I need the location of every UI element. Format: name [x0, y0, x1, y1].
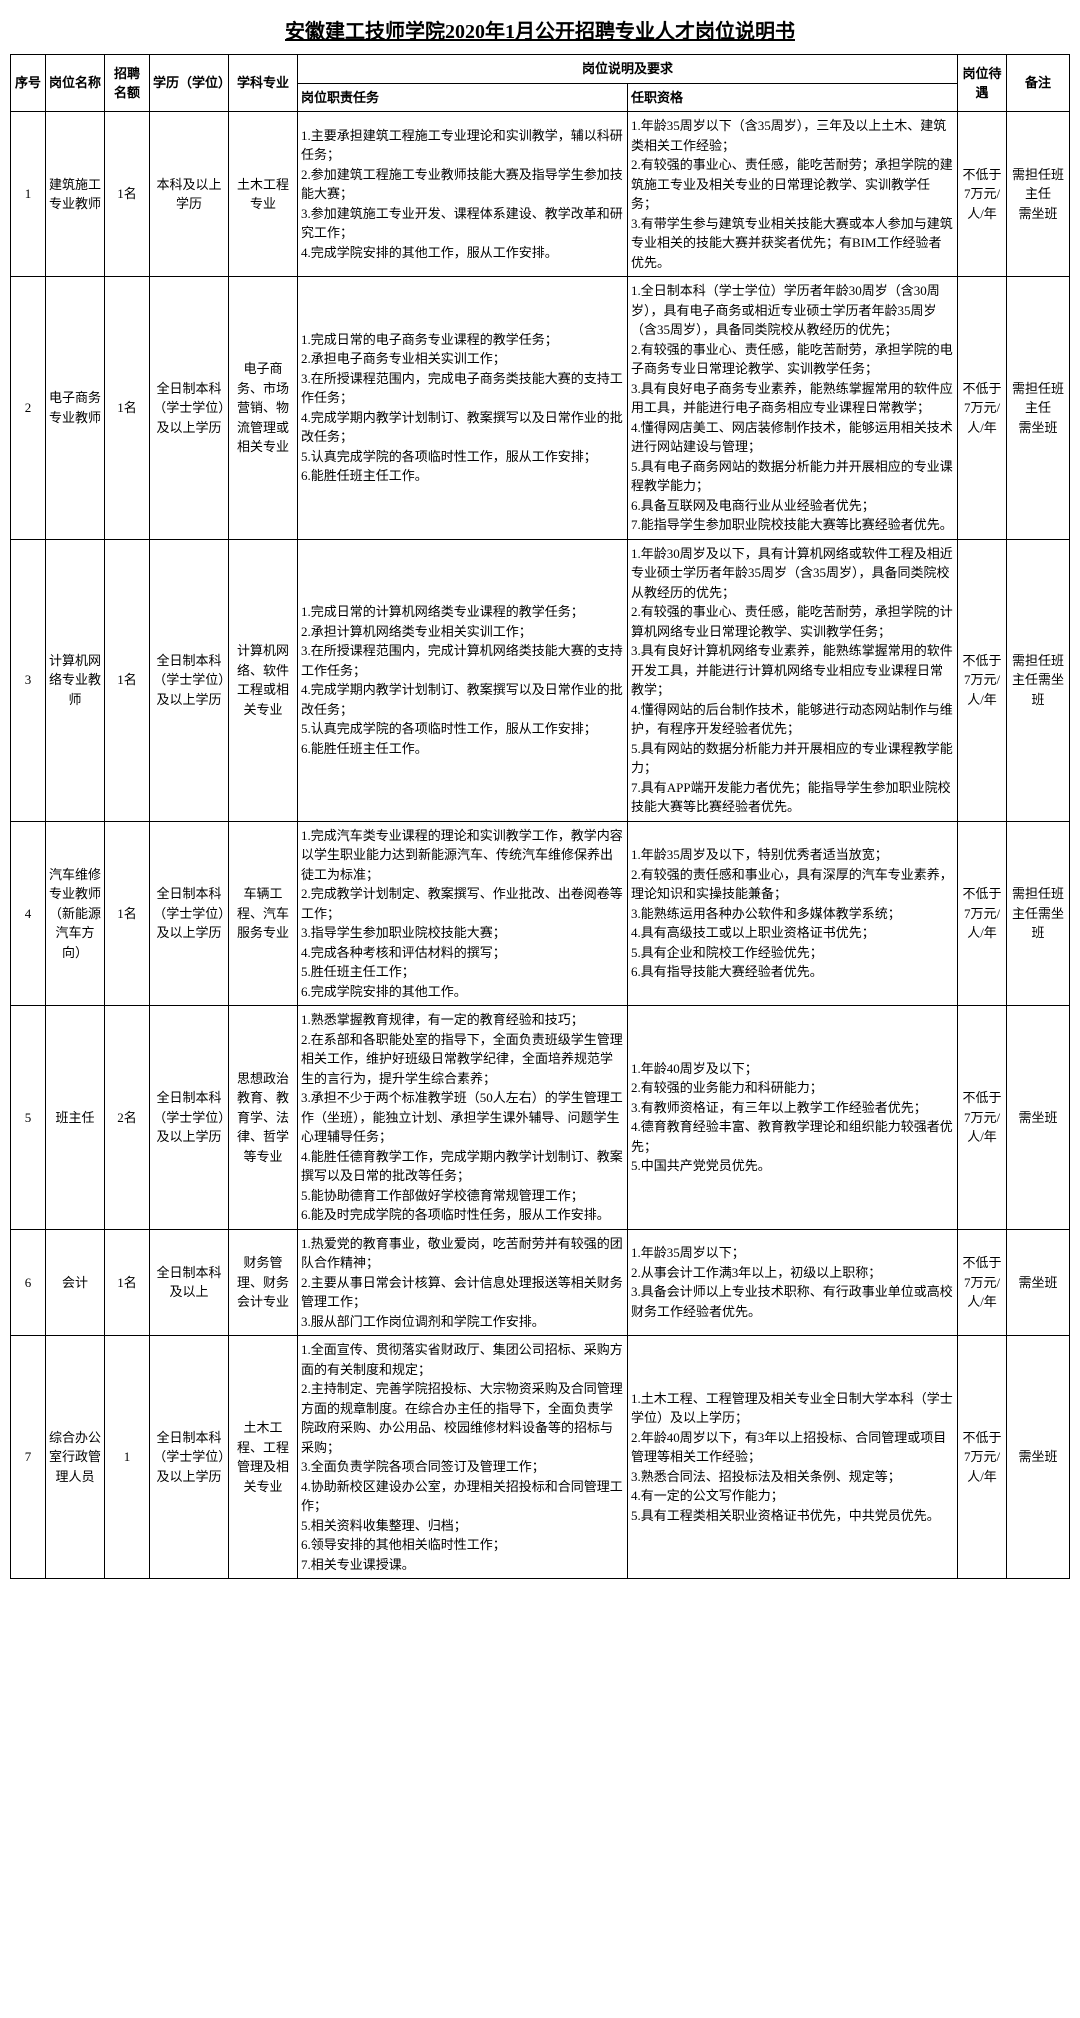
table-row: 5班主任2名全日制本科（学士学位）及以上学历思想政治教育、教育学、法律、哲学等专… — [11, 1006, 1070, 1230]
cell-remark: 需担任班主任 需坐班 — [1007, 277, 1070, 540]
cell-edu: 全日制本科（学士学位）及以上学历 — [150, 277, 229, 540]
table-row: 1建筑施工专业教师1名本科及以上学历土木工程专业1.主要承担建筑工程施工专业理论… — [11, 112, 1070, 277]
cell-major: 土木工程专业 — [229, 112, 298, 277]
cell-quota: 2名 — [105, 1006, 150, 1230]
cell-qual: 1.年龄35周岁以下； 2.从事会计工作满3年以上，初级以上职称； 3.具备会计… — [628, 1229, 958, 1336]
cell-qual: 1.年龄40周岁及以下； 2.有较强的业务能力和科研能力； 3.有教师资格证，有… — [628, 1006, 958, 1230]
cell-quota: 1名 — [105, 277, 150, 540]
th-duty: 岗位职责任务 — [298, 83, 628, 112]
th-qual: 任职资格 — [628, 83, 958, 112]
cell-duty: 1.熟悉掌握教育规律，有一定的教育经验和技巧； 2.在系部和各职能处室的指导下，… — [298, 1006, 628, 1230]
cell-duty: 1.主要承担建筑工程施工专业理论和实训教学，辅以科研任务； 2.参加建筑工程施工… — [298, 112, 628, 277]
cell-duty: 1.全面宣传、贯彻落实省财政厅、集团公司招标、采购方面的有关制度和规定； 2.主… — [298, 1336, 628, 1579]
cell-salary: 不低于7万元/人/年 — [958, 539, 1007, 821]
cell-edu: 全日制本科（学士学位）及以上学历 — [150, 539, 229, 821]
th-remark: 备注 — [1007, 55, 1070, 112]
cell-edu: 全日制本科（学士学位）及以上学历 — [150, 1006, 229, 1230]
cell-name: 建筑施工专业教师 — [46, 112, 105, 277]
cell-major: 电子商务、市场营销、物流管理或相关专业 — [229, 277, 298, 540]
cell-duty: 1.完成日常的计算机网络类专业课程的教学任务； 2.承担计算机网络类专业相关实训… — [298, 539, 628, 821]
th-quota: 招聘名额 — [105, 55, 150, 112]
cell-qual: 1.年龄35周岁以下（含35周岁），三年及以上土木、建筑类相关工作经验； 2.有… — [628, 112, 958, 277]
cell-quota: 1名 — [105, 821, 150, 1006]
th-idx: 序号 — [11, 55, 46, 112]
cell-idx: 7 — [11, 1336, 46, 1579]
cell-edu: 全日制本科及以上 — [150, 1229, 229, 1336]
th-name: 岗位名称 — [46, 55, 105, 112]
cell-duty: 1.完成汽车类专业课程的理论和实训教学工作，教学内容以学生职业能力达到新能源汽车… — [298, 821, 628, 1006]
cell-major: 财务管理、财务会计专业 — [229, 1229, 298, 1336]
recruitment-table: 序号 岗位名称 招聘名额 学历（学位） 学科专业 岗位说明及要求 岗位待遇 备注… — [10, 54, 1070, 1579]
cell-remark: 需担任班主任 需坐班 — [1007, 112, 1070, 277]
cell-quota: 1名 — [105, 539, 150, 821]
cell-qual: 1.年龄30周岁及以下，具有计算机网络或软件工程及相近专业硕士学历者年龄35周岁… — [628, 539, 958, 821]
th-group: 岗位说明及要求 — [298, 55, 958, 84]
table-row: 2电子商务专业教师1名全日制本科（学士学位）及以上学历电子商务、市场营销、物流管… — [11, 277, 1070, 540]
table-row: 6会计1名全日制本科及以上财务管理、财务会计专业1.热爱党的教育事业，敬业爱岗，… — [11, 1229, 1070, 1336]
table-row: 4汽车维修专业教师（新能源汽车方向）1名全日制本科（学士学位）及以上学历车辆工程… — [11, 821, 1070, 1006]
cell-name: 会计 — [46, 1229, 105, 1336]
cell-major: 车辆工程、汽车服务专业 — [229, 821, 298, 1006]
cell-duty: 1.热爱党的教育事业，敬业爱岗，吃苦耐劳并有较强的团队合作精神； 2.主要从事日… — [298, 1229, 628, 1336]
cell-remark: 需坐班 — [1007, 1006, 1070, 1230]
cell-duty: 1.完成日常的电子商务专业课程的教学任务； 2.承担电子商务专业相关实训工作； … — [298, 277, 628, 540]
table-row: 3计算机网络专业教师1名全日制本科（学士学位）及以上学历计算机网络、软件工程或相… — [11, 539, 1070, 821]
th-edu: 学历（学位） — [150, 55, 229, 112]
cell-idx: 3 — [11, 539, 46, 821]
cell-qual: 1.土木工程、工程管理及相关专业全日制大学本科（学士学位）及以上学历； 2.年龄… — [628, 1336, 958, 1579]
cell-idx: 6 — [11, 1229, 46, 1336]
cell-name: 电子商务专业教师 — [46, 277, 105, 540]
cell-salary: 不低于7万元/人/年 — [958, 1336, 1007, 1579]
cell-remark: 需坐班 — [1007, 1336, 1070, 1579]
cell-name: 综合办公室行政管理人员 — [46, 1336, 105, 1579]
cell-major: 计算机网络、软件工程或相关专业 — [229, 539, 298, 821]
cell-qual: 1.全日制本科（学士学位）学历者年龄30周岁（含30周岁），具有电子商务或相近专… — [628, 277, 958, 540]
cell-remark: 需担任班主任需坐班 — [1007, 821, 1070, 1006]
cell-name: 班主任 — [46, 1006, 105, 1230]
cell-idx: 2 — [11, 277, 46, 540]
table-row: 7综合办公室行政管理人员1全日制本科（学士学位）及以上学历土木工程、工程管理及相… — [11, 1336, 1070, 1579]
cell-edu: 全日制本科（学士学位）及以上学历 — [150, 821, 229, 1006]
cell-edu: 本科及以上学历 — [150, 112, 229, 277]
cell-salary: 不低于7万元/人/年 — [958, 277, 1007, 540]
cell-idx: 1 — [11, 112, 46, 277]
cell-quota: 1名 — [105, 1229, 150, 1336]
th-salary: 岗位待遇 — [958, 55, 1007, 112]
cell-salary: 不低于7万元/人/年 — [958, 1006, 1007, 1230]
cell-salary: 不低于7万元/人/年 — [958, 821, 1007, 1006]
cell-major: 思想政治教育、教育学、法律、哲学等专业 — [229, 1006, 298, 1230]
cell-qual: 1.年龄35周岁及以下，特别优秀者适当放宽； 2.有较强的责任感和事业心，具有深… — [628, 821, 958, 1006]
cell-salary: 不低于7万元/人/年 — [958, 1229, 1007, 1336]
cell-major: 土木工程、工程管理及相关专业 — [229, 1336, 298, 1579]
cell-quota: 1 — [105, 1336, 150, 1579]
cell-name: 汽车维修专业教师（新能源汽车方向） — [46, 821, 105, 1006]
cell-remark: 需坐班 — [1007, 1229, 1070, 1336]
cell-idx: 5 — [11, 1006, 46, 1230]
cell-edu: 全日制本科（学士学位）及以上学历 — [150, 1336, 229, 1579]
cell-name: 计算机网络专业教师 — [46, 539, 105, 821]
cell-idx: 4 — [11, 821, 46, 1006]
page-title: 安徽建工技师学院2020年1月公开招聘专业人才岗位说明书 — [10, 15, 1070, 44]
cell-quota: 1名 — [105, 112, 150, 277]
cell-salary: 不低于7万元/人/年 — [958, 112, 1007, 277]
th-major: 学科专业 — [229, 55, 298, 112]
cell-remark: 需担任班主任需坐班 — [1007, 539, 1070, 821]
